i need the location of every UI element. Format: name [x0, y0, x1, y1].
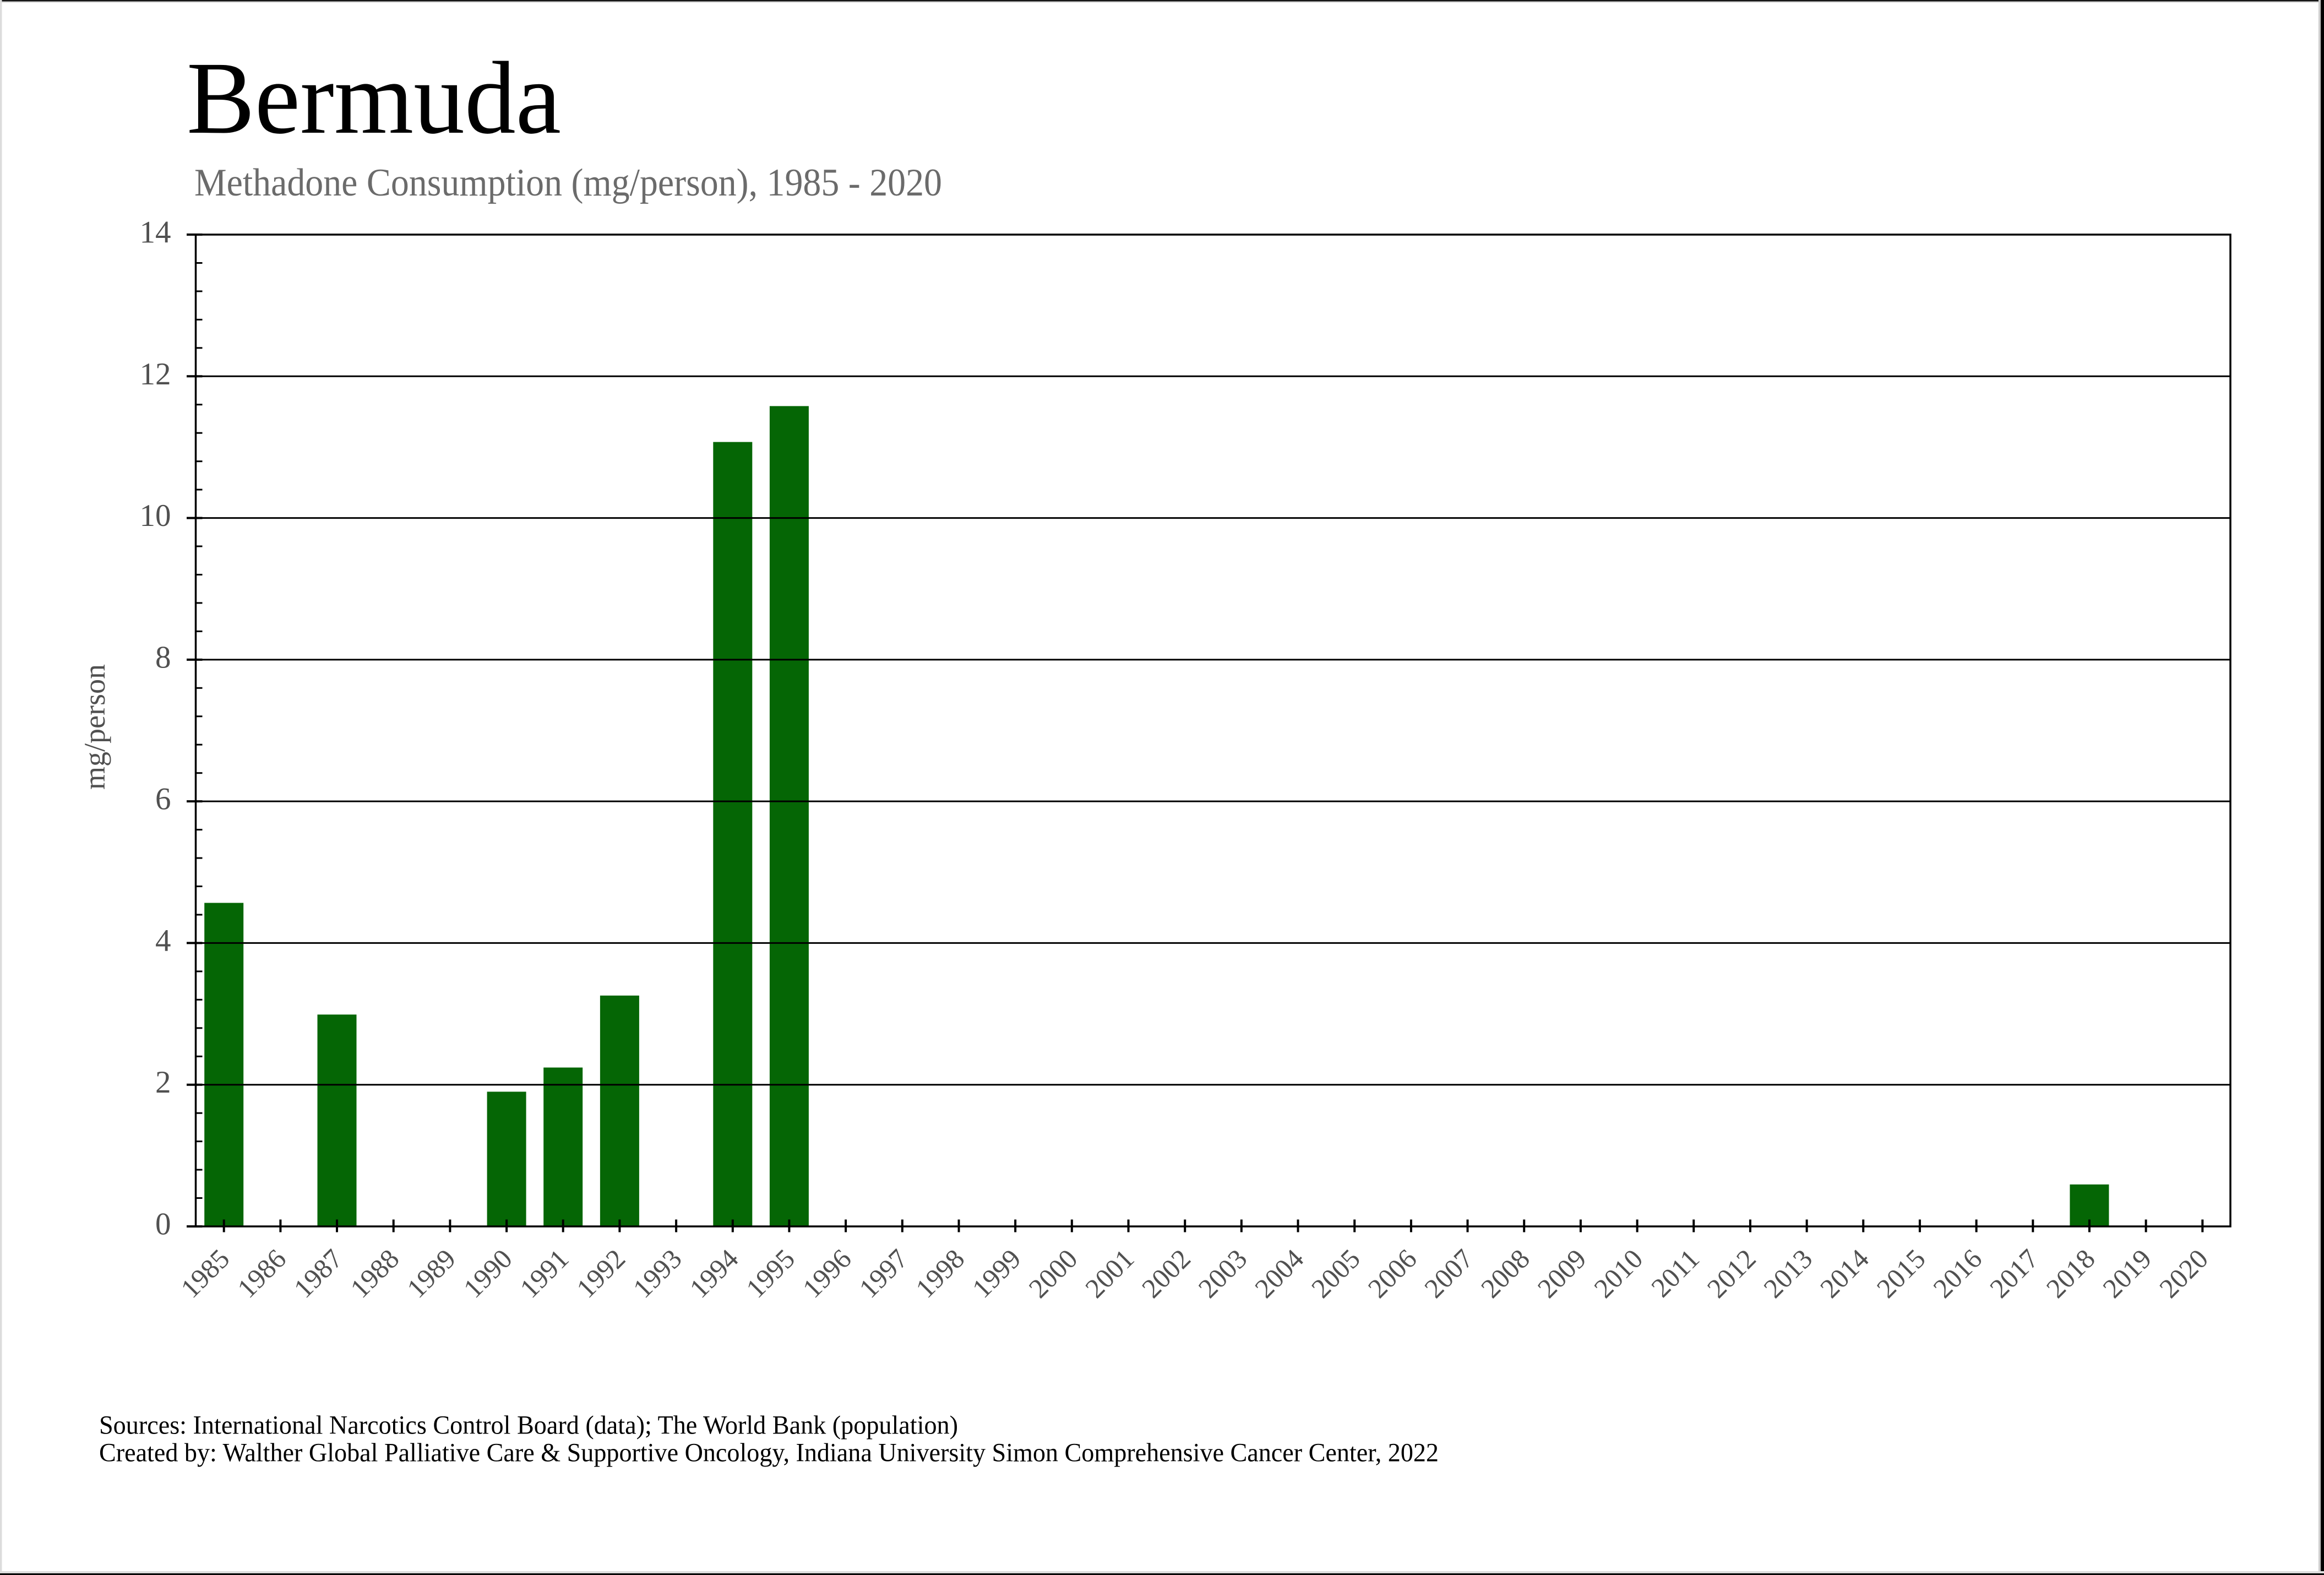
- svg-text:Methadone Consumption (mg/pers: Methadone Consumption (mg/person), 1985 …: [194, 161, 942, 204]
- svg-text:2: 2: [155, 1065, 171, 1100]
- svg-text:Sources: International Narcoti: Sources: International Narcotics Control…: [99, 1411, 958, 1440]
- svg-text:4: 4: [155, 924, 171, 958]
- svg-text:10: 10: [140, 498, 171, 533]
- svg-text:Created by: Walther Global Pal: Created by: Walther Global Palliative Ca…: [99, 1438, 1439, 1468]
- svg-text:0: 0: [155, 1207, 171, 1242]
- svg-text:12: 12: [140, 357, 171, 392]
- svg-text:6: 6: [155, 782, 171, 817]
- svg-text:8: 8: [155, 640, 171, 675]
- svg-text:14: 14: [140, 215, 171, 250]
- svg-text:mg/person: mg/person: [78, 664, 111, 790]
- svg-text:Bermuda: Bermuda: [187, 40, 561, 155]
